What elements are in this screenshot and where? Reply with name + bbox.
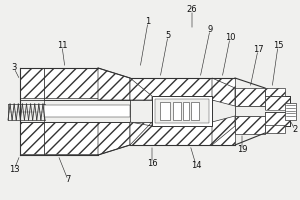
Bar (130, 122, 235, 145)
Bar (235, 116, 265, 134)
Text: 15: 15 (273, 42, 283, 50)
Polygon shape (130, 78, 152, 100)
Bar (285, 103, 296, 120)
Text: 16: 16 (147, 158, 157, 168)
Polygon shape (98, 68, 130, 100)
Bar (20, 68, 100, 98)
Bar (155, 99, 209, 123)
Polygon shape (212, 116, 235, 145)
Polygon shape (130, 122, 152, 145)
Bar (130, 78, 235, 102)
Text: 17: 17 (253, 46, 263, 54)
Text: 13: 13 (9, 166, 19, 174)
Text: 7: 7 (65, 176, 71, 184)
Text: 14: 14 (191, 160, 201, 170)
Text: 9: 9 (207, 25, 213, 34)
Polygon shape (98, 122, 130, 155)
Bar (265, 88, 285, 96)
Text: 1: 1 (146, 18, 151, 26)
Bar (235, 106, 265, 116)
Bar (265, 112, 290, 126)
Bar (235, 88, 265, 106)
Bar (160, 102, 170, 120)
Bar (265, 110, 290, 112)
Text: 11: 11 (57, 42, 67, 50)
Bar (152, 96, 212, 126)
Bar (265, 96, 290, 110)
Bar (44, 105, 130, 117)
Text: 19: 19 (237, 146, 247, 154)
Text: 2: 2 (292, 126, 298, 134)
Bar (191, 102, 199, 120)
Bar (20, 122, 100, 154)
Bar (265, 125, 285, 133)
Bar (183, 102, 189, 120)
Text: 10: 10 (225, 33, 235, 43)
Text: 26: 26 (187, 5, 197, 15)
Bar (173, 102, 181, 120)
Bar (130, 100, 235, 122)
Text: 5: 5 (165, 31, 171, 40)
Bar (44, 100, 130, 122)
Text: 3: 3 (11, 64, 17, 72)
Polygon shape (212, 78, 235, 106)
